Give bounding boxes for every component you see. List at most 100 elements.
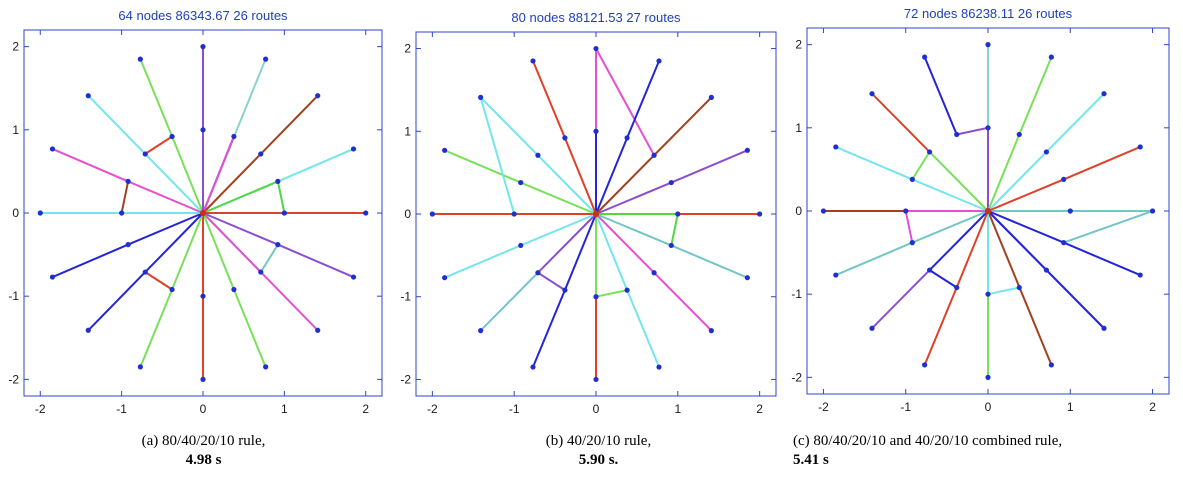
x-tick-label: 0 — [985, 400, 992, 414]
customer-node — [350, 274, 357, 280]
customer-node — [562, 287, 568, 293]
customer-node — [1043, 149, 1050, 155]
customer-node — [593, 294, 599, 300]
customer-node — [478, 328, 484, 334]
x-tick-label: -2 — [818, 400, 829, 414]
customer-node — [125, 178, 131, 184]
customer-node — [442, 147, 448, 153]
y-tick-label: 2 — [795, 38, 802, 52]
customer-node — [125, 242, 131, 248]
route-line-15 — [479, 271, 539, 332]
customer-node — [833, 144, 839, 150]
y-tick-label: 1 — [12, 123, 19, 137]
route-line-6 — [202, 180, 286, 214]
y-tick-label: -2 — [400, 372, 411, 386]
x-tick-label: 0 — [593, 402, 600, 416]
customer-node — [651, 270, 657, 276]
customer-node — [869, 91, 875, 97]
x-tick-label: 1 — [1067, 400, 1074, 414]
customer-node — [258, 269, 264, 275]
x-tick-label: -2 — [35, 402, 46, 416]
customer-node — [926, 149, 933, 155]
route-line-23 — [202, 135, 235, 214]
y-tick-label: 2 — [404, 42, 411, 56]
customer-node — [275, 178, 281, 184]
customer-node — [1016, 284, 1022, 291]
customer-node — [593, 45, 599, 52]
route-line-1 — [595, 47, 656, 215]
customer-node — [315, 93, 321, 99]
y-tick-label: 1 — [795, 121, 802, 135]
chart-title: 64 nodes 86343.67 26 routes — [118, 8, 288, 23]
customer-node — [200, 44, 206, 50]
customer-node — [1101, 91, 1107, 97]
customer-node — [281, 210, 287, 216]
customer-node — [1067, 208, 1073, 214]
route-line-2 — [955, 126, 989, 212]
customer-node — [954, 284, 960, 291]
x-tick-label: -1 — [900, 400, 911, 414]
depot-node — [984, 207, 992, 215]
customer-node — [656, 364, 662, 370]
customer-node — [142, 269, 148, 275]
route-line-3 — [923, 56, 958, 136]
depot-node — [592, 210, 600, 218]
customer-node — [169, 133, 175, 140]
customer-node — [518, 242, 524, 249]
y-tick-label: -1 — [8, 289, 19, 303]
chart-c: 72 nodes 86238.11 26 routes -2 -1 0 1 2 -2 -1 0 1… — [791, 6, 1170, 414]
customer-node — [169, 286, 175, 293]
customer-node — [744, 147, 750, 153]
y-tick-label: 0 — [795, 204, 802, 218]
customer-node — [363, 210, 369, 216]
customer-node — [258, 151, 264, 157]
customer-node — [511, 211, 517, 217]
caption-c-title: (c) 80/40/20/10 and 40/20/10 combined ru… — [793, 433, 1063, 449]
route-line-18 — [120, 180, 130, 214]
customer-node — [263, 364, 269, 370]
customer-node — [231, 133, 237, 140]
customer-node — [1061, 176, 1067, 182]
customer-node — [442, 275, 448, 281]
chart-b: 80 nodes 88121.53 27 routes -2 -1 0 1 2 -2 -1 0 1… — [400, 10, 777, 416]
customer-node — [1101, 325, 1107, 331]
caption-c: (c) 80/40/20/10 and 40/20/10 combined ru… — [793, 432, 1183, 470]
customer-node — [200, 376, 206, 382]
route-line-19 — [479, 96, 597, 215]
customer-node — [49, 146, 56, 152]
customer-node — [624, 135, 630, 141]
panel-c: 72 nodes 86238.11 26 routes -2 -1 0 1 2 -2 -1 0 1… — [789, 0, 1183, 478]
customer-node — [119, 210, 125, 216]
customer-node — [85, 327, 91, 333]
customer-node — [1137, 144, 1143, 150]
customer-node — [200, 127, 206, 133]
y-tick-label: -1 — [791, 287, 802, 301]
caption-a-time: 4.98 s — [185, 452, 222, 468]
customer-node — [535, 152, 541, 158]
customer-node — [350, 146, 357, 152]
x-tick-label: 0 — [200, 402, 207, 416]
route-line-17 — [871, 269, 931, 330]
route-line-23 — [871, 92, 931, 153]
x-tick-label: 1 — [281, 402, 288, 416]
customer-node — [200, 293, 206, 299]
customer-node — [708, 94, 714, 100]
route-line-21 — [144, 135, 174, 155]
customer-node — [985, 291, 991, 297]
customer-node — [478, 94, 484, 100]
customer-node — [429, 211, 435, 217]
customer-node — [1048, 362, 1054, 368]
y-tick-label: 1 — [404, 124, 411, 138]
customer-node — [530, 58, 536, 64]
customer-node — [562, 135, 568, 141]
panel-a: 64 nodes 86343.67 26 routes -2 -1 0 1 2 -2 -1 0 1… — [0, 0, 394, 478]
caption-b-title: (b) 40/20/10 rule, — [545, 433, 652, 449]
customer-node — [85, 93, 91, 99]
y-tick-label: 0 — [404, 207, 411, 221]
caption-b-time: 5.90 s. — [578, 452, 619, 468]
customer-node — [530, 364, 536, 370]
customer-node — [820, 208, 827, 214]
y-tick-label: -2 — [8, 372, 19, 386]
customer-node — [1016, 131, 1022, 138]
customer-node — [315, 327, 321, 333]
